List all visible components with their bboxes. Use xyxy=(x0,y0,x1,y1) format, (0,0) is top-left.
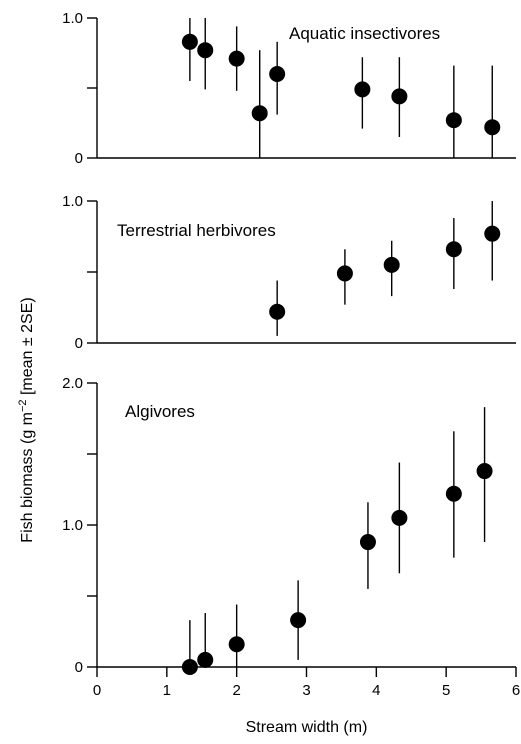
x-tick-label-4: 4 xyxy=(372,682,380,699)
panel-1-ytick-label-2: 1.0 xyxy=(62,193,83,210)
panel-0-point-0 xyxy=(181,33,198,50)
panel-0-point-1 xyxy=(197,42,214,59)
panel-2-point-6 xyxy=(445,485,462,502)
panel-1-point-3 xyxy=(445,241,462,258)
y-axis-title-main: Fish biomass (g m xyxy=(19,412,36,543)
panel-0-point-4 xyxy=(269,66,286,82)
panel-1-point-0 xyxy=(269,303,286,320)
x-tick-label-0: 0 xyxy=(93,682,101,699)
panel-1-ytick-label-0: 0 xyxy=(75,335,83,352)
panel-0-point-8 xyxy=(484,119,501,136)
panel-0-point-5 xyxy=(354,81,371,98)
x-tick-label-6: 6 xyxy=(512,682,520,699)
x-tick-label-2: 2 xyxy=(232,682,240,699)
panel-0-ytick-label-0: 0 xyxy=(75,150,83,167)
y-axis-title-suffix: [mean ± 2SE) xyxy=(19,297,36,399)
panel-0-point-6 xyxy=(391,88,408,105)
panel-2-point-0 xyxy=(181,659,198,675)
panel-2-point-5 xyxy=(391,509,408,526)
x-tick-label-1: 1 xyxy=(163,682,171,699)
panel-2-point-2 xyxy=(228,636,245,653)
panel-0-point-7 xyxy=(445,112,462,129)
panel-2-ytick-label-4: 2.0 xyxy=(62,375,83,392)
panel-1-title: Terrestrial herbivores xyxy=(117,221,276,240)
x-axis-title: Stream width (m) xyxy=(246,719,368,736)
panel-2-point-7 xyxy=(476,463,493,480)
panel-0-point-2 xyxy=(228,50,245,67)
y-axis-title: Fish biomass (g m−2 [mean ± 2SE) xyxy=(17,297,36,542)
panel-1-point-1 xyxy=(336,265,353,282)
panel-2-point-4 xyxy=(359,534,376,551)
panel-1-point-2 xyxy=(383,256,400,273)
panel-0-ytick-label-2: 1.0 xyxy=(62,10,83,27)
panel-2-title: Algivores xyxy=(125,402,195,421)
panel-2-ytick-label-2: 1.0 xyxy=(62,517,83,534)
x-tick-label-3: 3 xyxy=(302,682,310,699)
x-tick-label-5: 5 xyxy=(442,682,450,699)
panel-2-ytick-label-0: 0 xyxy=(75,659,83,676)
panel-1-point-4 xyxy=(484,225,501,242)
panel-0-title: Aquatic insectivores xyxy=(289,24,440,43)
panel-0-point-3 xyxy=(251,105,268,122)
panel-2-point-3 xyxy=(290,612,307,629)
y-axis-title-superscript: −2 xyxy=(17,399,29,412)
panel-2-point-1 xyxy=(197,651,214,668)
